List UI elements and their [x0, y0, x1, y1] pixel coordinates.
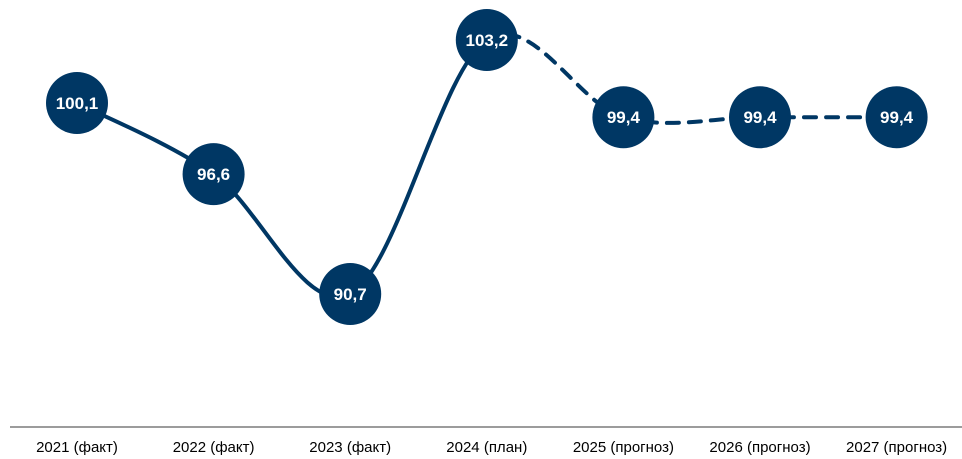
- data-point-marker: [865, 86, 928, 149]
- data-label: 96,6: [197, 165, 230, 184]
- data-label: 90,7: [334, 285, 367, 304]
- data-point-marker: [455, 9, 518, 71]
- data-points: 100,1 96,6 90,7 103,2 99,4 99,4 99,4: [46, 9, 928, 325]
- data-point-marker: [592, 86, 655, 149]
- data-point-marker: [729, 86, 791, 149]
- x-tick-labels: 2021 (факт) 2022 (факт) 2023 (факт) 2024 (п…: [36, 439, 947, 456]
- x-tick-label: 2021 (факт): [36, 439, 118, 456]
- data-label: 99,4: [880, 108, 914, 127]
- data-point-marker: [319, 263, 382, 325]
- data-label: 103,2: [466, 31, 509, 50]
- data-label: 99,4: [607, 108, 641, 127]
- data-label: 100,1: [56, 94, 99, 113]
- x-tick-label: 2026 (прогноз): [709, 439, 810, 456]
- x-tick-label: 2022 (факт): [173, 439, 255, 456]
- x-tick-label: 2025 (прогноз): [573, 439, 674, 456]
- x-tick-label: 2027 (прогноз): [846, 439, 947, 456]
- x-tick-label: 2024 (план): [446, 439, 527, 456]
- data-point-marker: [182, 143, 245, 206]
- series-line-segment: [484, 32, 626, 120]
- data-label: 99,4: [743, 108, 777, 127]
- series-line-segment: [348, 38, 489, 296]
- data-point-marker: [46, 71, 108, 134]
- x-tick-label: 2023 (факт): [309, 439, 391, 456]
